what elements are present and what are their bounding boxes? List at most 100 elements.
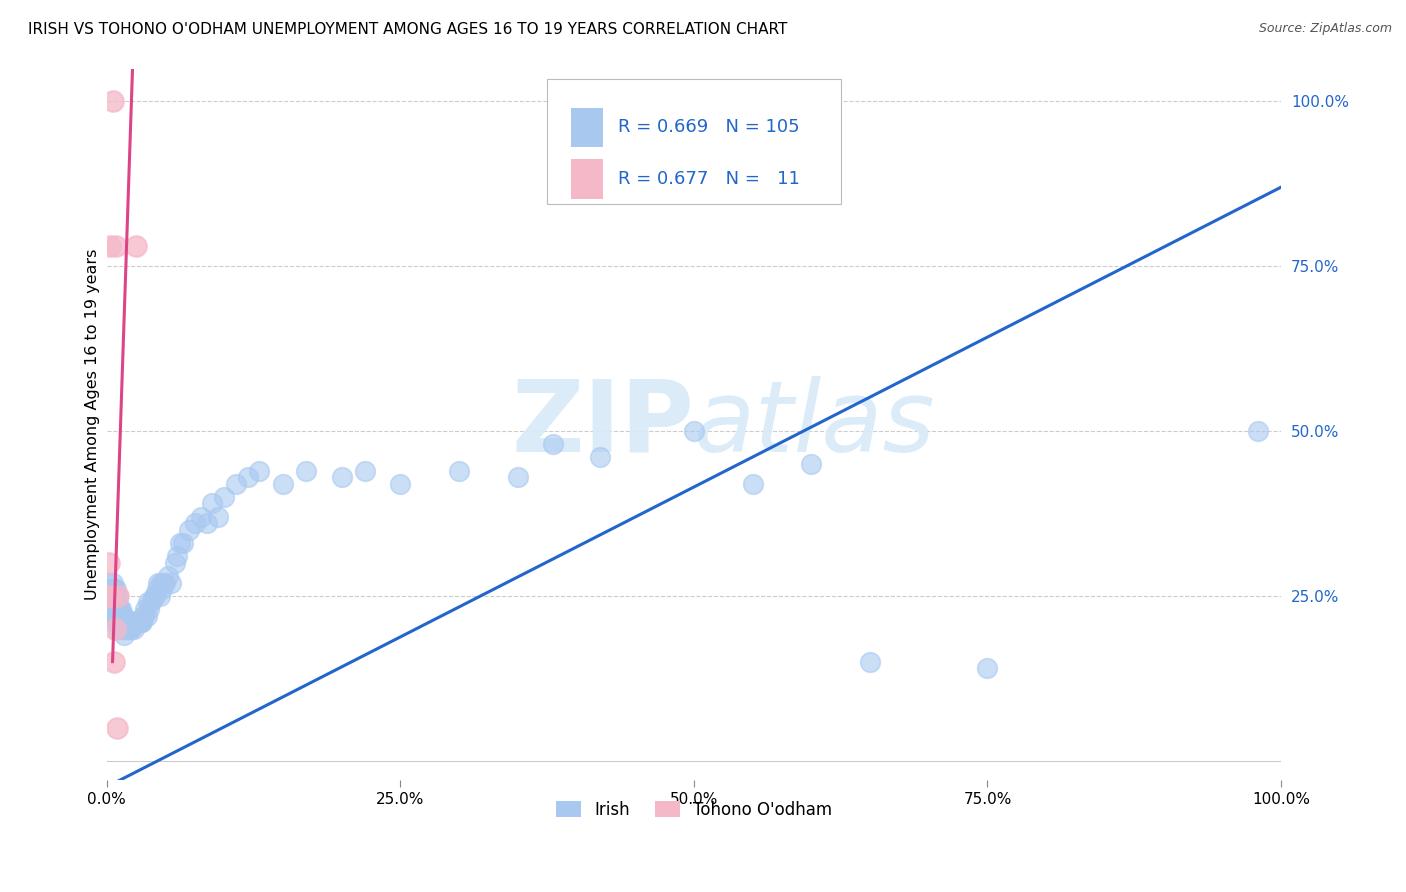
Point <box>114 615 136 629</box>
Point <box>107 589 129 603</box>
Point <box>120 622 142 636</box>
Point <box>101 575 124 590</box>
Point <box>115 622 138 636</box>
Point <box>104 615 127 629</box>
Point <box>98 595 121 609</box>
Point <box>127 615 149 629</box>
FancyBboxPatch shape <box>547 79 841 203</box>
Point <box>107 622 129 636</box>
Point <box>136 595 159 609</box>
Point <box>169 536 191 550</box>
Point <box>141 595 163 609</box>
Point <box>101 95 124 109</box>
Point <box>105 582 128 597</box>
Point <box>166 549 188 564</box>
Point <box>195 516 218 531</box>
Point <box>149 575 172 590</box>
Point <box>172 536 194 550</box>
Point <box>447 464 470 478</box>
Point <box>225 476 247 491</box>
FancyBboxPatch shape <box>571 108 603 147</box>
Point <box>105 721 128 735</box>
Point <box>125 239 148 253</box>
Point <box>100 608 122 623</box>
Point <box>236 470 259 484</box>
Point <box>146 582 169 597</box>
Point <box>330 470 353 484</box>
Point <box>105 239 128 253</box>
Text: R = 0.669   N = 105: R = 0.669 N = 105 <box>617 119 799 136</box>
Point <box>97 575 120 590</box>
Point <box>120 615 142 629</box>
Point <box>127 615 149 629</box>
Point <box>107 608 129 623</box>
Point <box>247 464 270 478</box>
Point <box>117 615 139 629</box>
Point <box>96 589 118 603</box>
Legend: Irish, Tohono O'odham: Irish, Tohono O'odham <box>548 794 839 825</box>
Point <box>118 622 141 636</box>
Point <box>132 608 155 623</box>
Point <box>115 615 138 629</box>
Point <box>105 608 128 623</box>
Point <box>111 615 134 629</box>
Point <box>741 476 763 491</box>
Point <box>160 575 183 590</box>
Point <box>134 602 156 616</box>
Point <box>112 628 135 642</box>
Point <box>129 615 152 629</box>
Point <box>108 615 131 629</box>
Point <box>117 622 139 636</box>
Point <box>389 476 412 491</box>
Point <box>156 569 179 583</box>
Point <box>201 496 224 510</box>
Point <box>800 457 823 471</box>
Point <box>110 622 132 636</box>
Point <box>124 615 146 629</box>
Point <box>150 582 173 597</box>
Point <box>152 575 174 590</box>
Point <box>142 589 165 603</box>
Point <box>112 622 135 636</box>
Point <box>976 661 998 675</box>
Point <box>105 615 128 629</box>
Point <box>111 608 134 623</box>
Point <box>121 615 143 629</box>
Point <box>111 622 134 636</box>
Point <box>271 476 294 491</box>
Point <box>859 655 882 669</box>
Point <box>134 608 156 623</box>
Point <box>104 602 127 616</box>
Text: IRISH VS TOHONO O'ODHAM UNEMPLOYMENT AMONG AGES 16 TO 19 YEARS CORRELATION CHART: IRISH VS TOHONO O'ODHAM UNEMPLOYMENT AMO… <box>28 22 787 37</box>
Point <box>96 589 118 603</box>
Point <box>104 589 127 603</box>
Point <box>506 470 529 484</box>
Point <box>135 608 157 623</box>
Point <box>107 589 129 603</box>
Point <box>100 589 122 603</box>
Point <box>103 582 125 597</box>
Point <box>148 589 170 603</box>
Point <box>110 615 132 629</box>
Point <box>100 595 122 609</box>
Point <box>207 509 229 524</box>
Point <box>128 615 150 629</box>
Point <box>104 622 127 636</box>
Text: Source: ZipAtlas.com: Source: ZipAtlas.com <box>1258 22 1392 36</box>
Point <box>295 464 318 478</box>
Point <box>155 575 177 590</box>
Point <box>105 602 128 616</box>
Point <box>112 615 135 629</box>
Point <box>143 589 166 603</box>
Point <box>125 615 148 629</box>
Point <box>589 450 612 465</box>
Point <box>105 595 128 609</box>
Point <box>110 602 132 616</box>
Point <box>163 556 186 570</box>
Point <box>103 608 125 623</box>
Point <box>138 602 160 616</box>
Y-axis label: Unemployment Among Ages 16 to 19 years: Unemployment Among Ages 16 to 19 years <box>86 249 100 600</box>
Point <box>98 582 121 597</box>
Point <box>122 622 145 636</box>
Point <box>541 437 564 451</box>
